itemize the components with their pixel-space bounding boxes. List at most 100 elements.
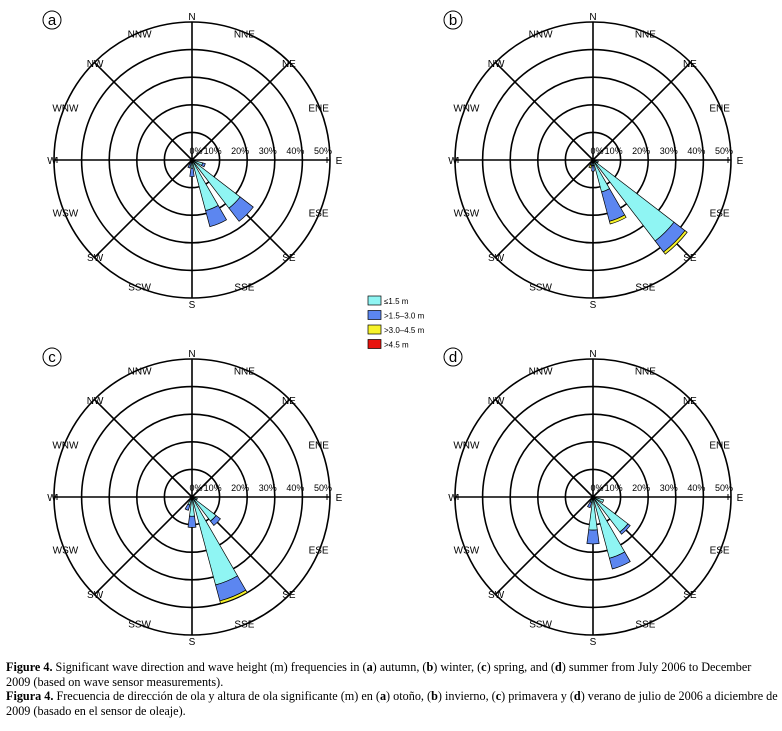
direction-label-se: SE [683, 590, 697, 601]
bar-sse-gt3p0-4p5m [219, 589, 248, 605]
direction-label-nne: NNE [635, 29, 656, 40]
direction-label-sw: SW [488, 590, 505, 601]
direction-label-ne: NE [683, 59, 697, 70]
ring-label-0pct: 0% [189, 483, 202, 493]
direction-label-nw: NW [87, 59, 104, 70]
direction-label-wsw: WSW [454, 545, 480, 556]
legend: ≤1.5 m >1.5–3.0 m >3.0–4.5 m >4.5 m [367, 295, 425, 350]
direction-label-w: W [448, 156, 458, 167]
direction-label-ssw: SSW [128, 283, 151, 294]
direction-label-ene: ENE [709, 441, 730, 452]
direction-label-sw: SW [87, 253, 104, 264]
ring-label-40pct: 40% [286, 483, 304, 493]
panel-letter-circle [42, 347, 62, 367]
caption-english-label: Figure 4. [6, 660, 53, 674]
direction-label-se: SE [282, 253, 296, 264]
direction-label-se: SE [683, 253, 697, 264]
legend-swatch-le1p5m [367, 295, 382, 306]
direction-label-ese: ESE [710, 545, 730, 556]
bar-sse-gt1p5-3p0m [609, 551, 631, 570]
spoke-ne [191, 61, 291, 161]
spoke-nw [93, 61, 193, 161]
spoke-nw [93, 398, 193, 498]
direction-label-sw: SW [87, 590, 104, 601]
ring-label-50pct: 50% [715, 146, 733, 156]
legend-label-gt4p5m: >4.5 m [384, 341, 409, 350]
legend-label-gt3p0-4p5m: >3.0–4.5 m [384, 326, 425, 335]
bar-s-gt1p5-3p0m [187, 515, 197, 528]
panel-letter-circle [443, 10, 463, 30]
direction-label-ese: ESE [309, 545, 329, 556]
direction-label-nw: NW [87, 396, 104, 407]
panel-letter-c: c [48, 349, 56, 366]
legend-swatch-gt4p5m [367, 339, 382, 349]
ring-label-30pct: 30% [660, 483, 678, 493]
direction-label-sse: SSE [635, 620, 655, 631]
direction-label-e: E [737, 156, 744, 167]
direction-label-n: N [589, 349, 596, 360]
legend-label-gt1p5-3p0m: >1.5–3.0 m [384, 312, 425, 321]
direction-label-ne: NE [683, 396, 697, 407]
ring-label-0pct: 0% [189, 146, 202, 156]
bar-ssw-gt1p5-3p0m [587, 501, 592, 509]
caption-spanish: Figura 4. Frecuencia de dirección de ola… [6, 689, 778, 718]
ring-label-20pct: 20% [231, 483, 249, 493]
direction-label-wsw: WSW [454, 208, 480, 219]
ring-label-0pct: 0% [590, 483, 603, 493]
direction-label-nw: NW [488, 396, 505, 407]
wave-rose-a: 0% 10% 20% 30% 40% 50% N NNE NE ENE E ESE SE SSE S SSW S… [42, 10, 343, 311]
spoke-ne [191, 398, 291, 498]
wave-rose-c: 0% 10% 20% 30% 40% 50% N NNE NE ENE E ESE SE SSE S SSW S… [42, 347, 343, 648]
panel-letter-a: a [48, 12, 57, 29]
direction-label-ese: ESE [309, 208, 329, 219]
direction-label-ssw: SSW [529, 283, 552, 294]
direction-label-nw: NW [488, 59, 505, 70]
direction-label-wnw: WNW [52, 441, 79, 452]
direction-label-s: S [189, 300, 196, 311]
wave-rose-b: 0% 10% 20% 30% 40% 50% N NNE NE ENE E ESE SE SSE S SSW S… [443, 10, 744, 311]
direction-label-nnw: NNW [128, 366, 152, 377]
direction-label-w: W [47, 493, 57, 504]
direction-label-ssw: SSW [128, 620, 151, 631]
bar-se-gt1p5-3p0m [209, 514, 221, 526]
ring-label-50pct: 50% [314, 146, 332, 156]
ring-label-30pct: 30% [259, 146, 277, 156]
bar-ese-le1p5m [592, 496, 605, 503]
direction-label-n: N [589, 12, 596, 23]
direction-label-nnw: NNW [529, 366, 553, 377]
direction-label-ese: ESE [710, 208, 730, 219]
direction-label-wnw: WNW [453, 441, 480, 452]
direction-label-n: N [188, 349, 195, 360]
ring-label-40pct: 40% [687, 483, 705, 493]
direction-label-sse: SSE [234, 283, 254, 294]
ring-label-40pct: 40% [687, 146, 705, 156]
ring-label-0pct: 0% [590, 146, 603, 156]
bar-ese-gt1p5-3p0m [201, 162, 206, 168]
spoke-sw [494, 159, 594, 259]
direction-label-sw: SW [488, 253, 505, 264]
bar-se-gt1p5-3p0m [619, 523, 631, 535]
direction-label-wsw: WSW [53, 208, 79, 219]
ring-label-10pct: 10% [605, 483, 623, 493]
ring-label-20pct: 20% [231, 146, 249, 156]
direction-label-nne: NNE [234, 366, 255, 377]
direction-label-ne: NE [282, 396, 296, 407]
direction-label-wnw: WNW [52, 104, 79, 115]
wave-rose-d: 0% 10% 20% 30% 40% 50% N NNE NE ENE E ESE SE SSE S SSW S… [443, 347, 744, 648]
bar-s-gt1p5-3p0m [586, 529, 600, 545]
ring-label-10pct: 10% [204, 483, 222, 493]
bar-se-gt1p5-3p0m [228, 196, 254, 222]
spoke-sw [93, 496, 193, 596]
direction-label-sse: SSE [635, 283, 655, 294]
bar-ssw-gt3p0-4p5m [588, 164, 592, 169]
spoke-sw [494, 496, 594, 596]
direction-label-s: S [590, 300, 597, 311]
spoke-nw [494, 398, 594, 498]
ring-label-20pct: 20% [632, 146, 650, 156]
direction-label-nne: NNE [234, 29, 255, 40]
direction-label-nnw: NNW [529, 29, 553, 40]
direction-label-ne: NE [282, 59, 296, 70]
caption-spanish-label: Figura 4. [6, 689, 54, 703]
spoke-sw [93, 159, 193, 259]
